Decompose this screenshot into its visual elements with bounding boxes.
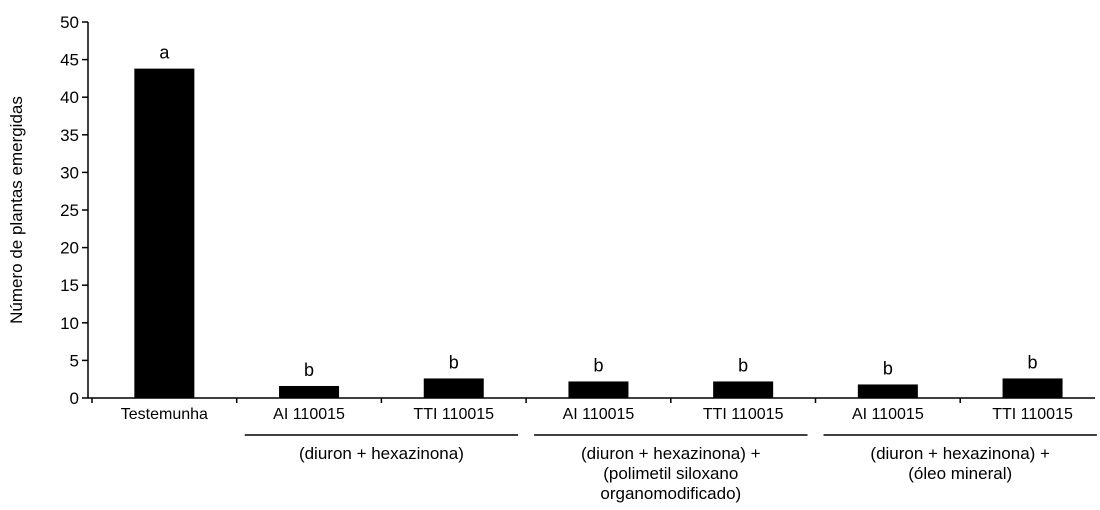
x-tick-label: TTI 110015 (703, 406, 784, 423)
bar-letter-label: b (593, 355, 603, 375)
x-tick-label: AI 110015 (273, 406, 345, 423)
bar (568, 381, 629, 398)
bar-letter-label: b (738, 355, 748, 375)
group-label: organomodificado) (600, 484, 741, 503)
bar (713, 381, 774, 398)
y-tick-label: 5 (70, 351, 79, 370)
y-tick-label: 0 (70, 389, 79, 408)
x-tick-label: AI 110015 (852, 406, 924, 423)
bar-letter-label: b (883, 358, 893, 378)
y-tick-label: 40 (60, 88, 79, 107)
x-tick-label: TTI 110015 (413, 406, 494, 423)
y-tick-label: 15 (60, 276, 79, 295)
group-labels: (diuron + hexazinona) (diuron + hexazinon… (244, 434, 1097, 503)
group-label: (diuron + hexazinona) + (870, 444, 1050, 463)
y-tick-label: 20 (60, 239, 79, 258)
bars: a b b b b b b (134, 43, 1063, 399)
y-tick-label: 25 (60, 201, 79, 220)
x-tick-label: Testemunha (121, 406, 208, 423)
x-axis: Testemunha AI 110015 TTI 110015 AI 110015 TT… (88, 397, 1095, 423)
x-tick-label: TTI 110015 (992, 406, 1073, 423)
bar (134, 68, 195, 399)
y-tick-label: 10 (60, 314, 79, 333)
bar-letter-label: a (159, 43, 170, 63)
group-label: (diuron + hexazinona) + (581, 444, 761, 463)
y-axis: 0 5 10 15 20 25 30 35 40 45 50 (60, 13, 89, 408)
y-axis-label: Número de plantas emergidas (7, 96, 26, 324)
group-label: (óleo mineral) (908, 464, 1012, 483)
y-tick-label: 45 (60, 51, 79, 70)
y-tick-label: 50 (60, 13, 79, 32)
y-tick-label: 30 (60, 163, 79, 182)
x-tick-label: AI 110015 (563, 406, 635, 423)
bar-letter-label: b (304, 360, 314, 380)
bar (279, 385, 340, 398)
bar-letter-label: b (1028, 352, 1038, 372)
bar (1002, 378, 1063, 398)
bar (423, 378, 484, 398)
group-label: (polimetil siloxano (603, 464, 738, 483)
group-label: (diuron + hexazinona) (299, 444, 464, 463)
y-tick-label: 35 (60, 126, 79, 145)
bar (857, 384, 918, 398)
bar-letter-label: b (449, 352, 459, 372)
